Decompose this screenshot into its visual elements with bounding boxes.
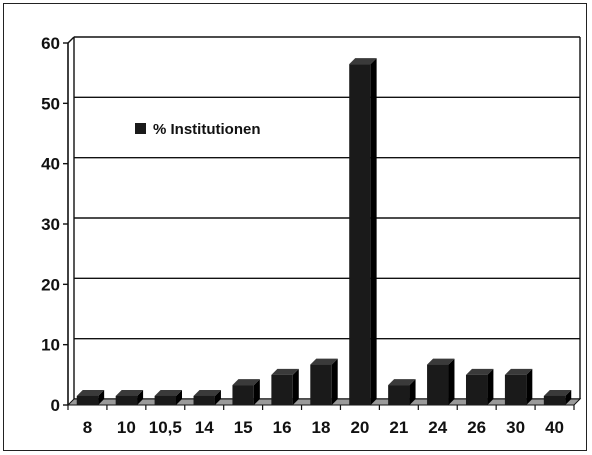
bar-side xyxy=(137,389,144,405)
bar-top xyxy=(388,379,416,386)
bar xyxy=(349,58,377,405)
bar-top xyxy=(543,389,572,396)
y-tick-label: 10 xyxy=(41,336,60,355)
bars xyxy=(76,58,572,405)
bar-side xyxy=(448,358,455,405)
bar xyxy=(193,389,221,405)
bar-top xyxy=(232,379,260,386)
bar-front xyxy=(193,395,215,405)
x-tick-label: 18 xyxy=(312,418,331,437)
y-tick-label: 50 xyxy=(41,94,60,113)
bar-front xyxy=(504,374,527,405)
bar-top xyxy=(465,368,494,375)
axis-corner xyxy=(67,36,75,44)
bar xyxy=(232,379,260,405)
grid-lines xyxy=(67,36,581,405)
x-tick-label: 14 xyxy=(195,418,214,437)
bar-top xyxy=(427,358,455,365)
bar xyxy=(154,389,183,405)
bar-top xyxy=(193,389,221,396)
bar-front xyxy=(76,395,99,405)
y-tick-label: 30 xyxy=(41,215,60,234)
legend-swatch xyxy=(135,123,146,134)
bar-side xyxy=(487,368,494,405)
bar-front xyxy=(271,374,293,405)
bar-front xyxy=(115,395,138,405)
legend-label: % Institutionen xyxy=(153,121,261,138)
bar xyxy=(388,379,416,405)
bar-top xyxy=(76,389,105,396)
bar xyxy=(543,389,572,405)
bar-side xyxy=(526,368,533,405)
bar xyxy=(465,368,494,405)
bar-side xyxy=(331,358,338,405)
bar-side xyxy=(176,389,183,405)
bar-side xyxy=(253,379,260,405)
bar-top xyxy=(115,389,144,396)
bar xyxy=(76,389,105,405)
x-tick-label: 10,5 xyxy=(149,418,182,437)
x-tick-label: 10 xyxy=(117,418,136,437)
bar-front xyxy=(154,395,177,405)
x-tick-label: 16 xyxy=(273,418,292,437)
x-tick-label: 30 xyxy=(506,418,525,437)
legend: % Institutionen xyxy=(135,121,261,138)
x-tick-label: 8 xyxy=(83,418,92,437)
bar-top xyxy=(154,389,183,396)
bar xyxy=(504,368,533,405)
bar-top xyxy=(310,358,338,365)
bar-top xyxy=(504,368,533,375)
bar xyxy=(427,358,455,405)
x-tick-label: 15 xyxy=(234,418,253,437)
x-tick-label: 26 xyxy=(467,418,486,437)
bar-front xyxy=(388,385,410,405)
y-tick-label: 20 xyxy=(41,275,60,294)
bar-side xyxy=(292,368,299,405)
bar-front xyxy=(427,364,449,405)
bar-side xyxy=(565,389,572,405)
bar xyxy=(310,358,338,405)
bar-top xyxy=(271,368,299,375)
bar xyxy=(271,368,299,405)
bar-front xyxy=(349,64,371,405)
bar-side xyxy=(409,379,416,405)
x-tick-label: 40 xyxy=(545,418,564,437)
x-tick-label: 24 xyxy=(428,418,447,437)
bar-front xyxy=(465,374,488,405)
x-tick-label: 20 xyxy=(350,418,369,437)
x-axis-ticks: 8 10 10,5 14 15 16 18 20 21 24 26 30 40 xyxy=(67,405,575,437)
y-tick-label: 40 xyxy=(41,155,60,174)
bar-side xyxy=(98,389,105,405)
y-tick-label: 0 xyxy=(51,396,60,415)
bar-front xyxy=(543,395,566,405)
bar-front xyxy=(310,364,332,405)
bar-side xyxy=(370,58,377,405)
bar-front xyxy=(232,385,254,405)
y-axis-ticks: 0 10 20 30 40 50 60 xyxy=(41,34,68,415)
bar xyxy=(115,389,144,405)
bar-side xyxy=(214,389,221,405)
bar-top xyxy=(349,58,377,65)
x-tick-label: 21 xyxy=(389,418,408,437)
y-tick-label: 60 xyxy=(41,34,60,53)
